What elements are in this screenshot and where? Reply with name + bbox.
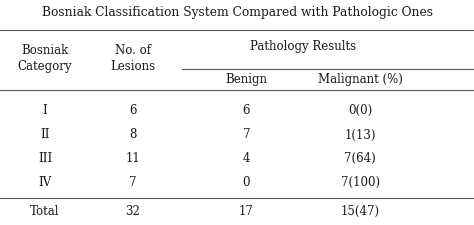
Text: 4: 4 (243, 152, 250, 165)
Text: No. of
Lesions: No. of Lesions (110, 44, 155, 73)
Text: IV: IV (38, 176, 52, 189)
Text: 7(100): 7(100) (341, 176, 380, 189)
Text: Total: Total (30, 205, 60, 218)
Text: 0(0): 0(0) (348, 104, 373, 117)
Text: 15(47): 15(47) (341, 205, 380, 218)
Text: 7: 7 (129, 176, 137, 189)
Text: 7(64): 7(64) (345, 152, 376, 165)
Text: 0: 0 (243, 176, 250, 189)
Text: Benign: Benign (226, 73, 267, 86)
Text: Bosniak
Category: Bosniak Category (18, 44, 72, 73)
Text: Malignant (%): Malignant (%) (318, 73, 403, 86)
Text: Pathology Results: Pathology Results (250, 40, 356, 53)
Text: Bosniak Classification System Compared with Pathologic Ones: Bosniak Classification System Compared w… (42, 6, 432, 19)
Text: 17: 17 (239, 205, 254, 218)
Text: 8: 8 (129, 128, 137, 142)
Text: II: II (40, 128, 50, 142)
Text: 11: 11 (125, 152, 140, 165)
Text: 1(13): 1(13) (345, 128, 376, 142)
Text: 6: 6 (243, 104, 250, 117)
Text: III: III (38, 152, 52, 165)
Text: 7: 7 (243, 128, 250, 142)
Text: I: I (43, 104, 47, 117)
Text: 32: 32 (125, 205, 140, 218)
Text: 6: 6 (129, 104, 137, 117)
